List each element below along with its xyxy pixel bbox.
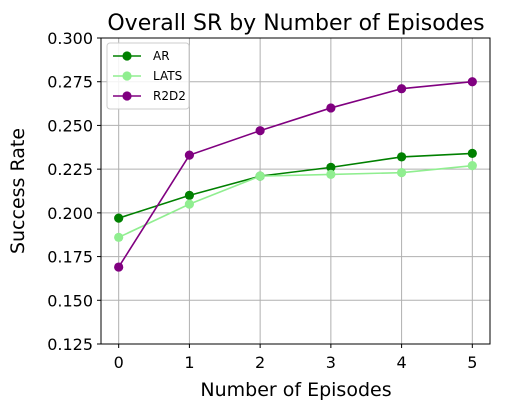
x-tick-label: 3	[326, 353, 336, 372]
y-tick-label: 0.175	[47, 248, 93, 267]
grid	[101, 37, 490, 345]
chart-title: Overall SR by Number of Episodes	[107, 11, 484, 36]
legend-entry-ar: AR	[113, 49, 170, 63]
legend: AR LATS R2D2	[106, 42, 190, 110]
x-tick-label: 4	[396, 353, 406, 372]
plot-frame	[100, 37, 491, 345]
legend-entry-r2d2: R2D2	[113, 89, 186, 103]
series-lats	[114, 161, 477, 242]
data-point-r2d2	[467, 77, 477, 87]
series-line-ar	[118, 152, 473, 219]
data-point-ar	[114, 213, 124, 223]
legend-label: LATS	[153, 69, 182, 83]
y-axis-ticks: 0.125 0.150 0.175 0.200 0.225 0.250 0.275 0.300	[47, 29, 101, 354]
x-tick-label: 5	[467, 353, 477, 372]
series-line-lats	[118, 164, 473, 239]
y-tick-label: 0.150	[47, 291, 93, 310]
x-axis-label: Number of Episodes	[200, 379, 391, 401]
series-ar	[114, 148, 477, 223]
legend-label: R2D2	[153, 89, 186, 103]
x-tick-label: 2	[255, 353, 265, 372]
x-axis-ticks: 0 1 2 3 4 5	[114, 344, 477, 372]
legend-marker	[122, 91, 132, 101]
data-point-r2d2	[396, 84, 407, 94]
y-tick-label: 0.125	[47, 335, 93, 354]
data-point-ar	[326, 162, 336, 172]
data-point-ar	[184, 190, 195, 200]
series-r2d2	[114, 77, 477, 272]
data-point-lats	[326, 169, 336, 179]
y-tick-label: 0.200	[47, 204, 93, 223]
y-tick-label: 0.225	[47, 160, 93, 179]
series-lines	[114, 77, 477, 272]
data-point-ar	[467, 148, 477, 159]
data-point-lats	[114, 232, 124, 242]
y-tick-label: 0.300	[47, 29, 93, 48]
y-tick-label: 0.250	[47, 116, 93, 135]
legend-label: AR	[153, 49, 170, 63]
legend-marker	[122, 51, 132, 61]
data-point-ar	[396, 152, 407, 162]
y-axis-label: Success Rate	[7, 128, 29, 254]
data-point-r2d2	[114, 262, 124, 272]
legend-entry-lats: LATS	[113, 69, 182, 83]
x-tick-label: 0	[114, 353, 124, 372]
y-tick-label: 0.275	[47, 73, 93, 92]
data-point-lats	[467, 161, 477, 171]
data-point-lats	[184, 199, 195, 209]
data-point-lats	[255, 171, 265, 181]
legend-marker	[122, 71, 132, 81]
data-point-r2d2	[184, 150, 195, 160]
data-point-r2d2	[326, 103, 336, 113]
x-tick-label: 1	[184, 353, 194, 372]
series-line-r2d2	[118, 80, 473, 268]
data-point-lats	[396, 168, 407, 178]
data-point-r2d2	[255, 126, 265, 136]
